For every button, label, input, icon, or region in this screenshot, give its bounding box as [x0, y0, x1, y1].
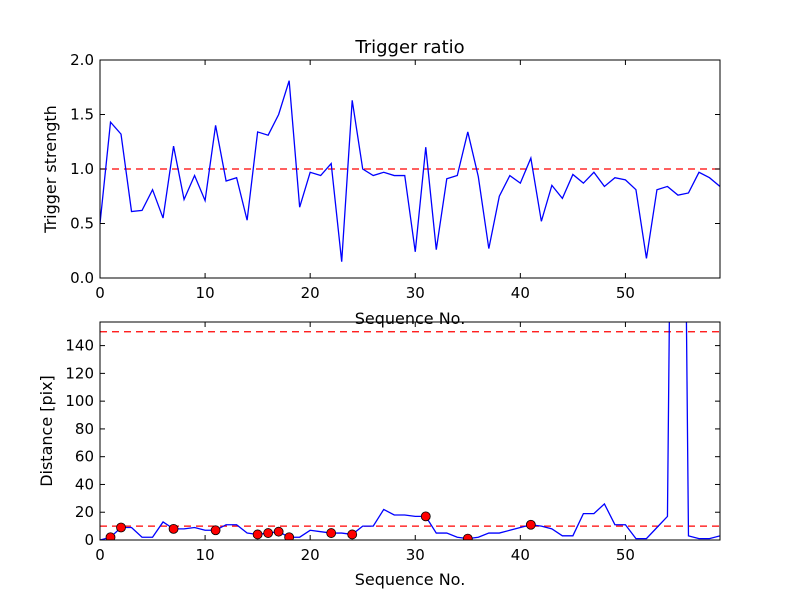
- data-point: [273, 526, 284, 537]
- trigger-ratio-plot-area: 0 10 20 30 40 50 0.0 0.5 1.0 1.5 2.0: [70, 51, 721, 302]
- data-point: [116, 522, 126, 533]
- y-tick-label: 0.5: [70, 215, 94, 233]
- data-point: [252, 529, 263, 540]
- x-tick-label: 30: [406, 546, 425, 564]
- y-axis-label: Trigger strength: [41, 105, 60, 234]
- data-point: [284, 532, 295, 540]
- data-point: [525, 519, 536, 530]
- x-tick-label: 50: [616, 284, 635, 302]
- y-tick-label: 0: [84, 531, 94, 549]
- axes-frame: [99, 59, 721, 279]
- distance-panel: 0 10 20 30 40 50 0 20 40 60 80 100 120 140 Sequence N…: [37, 321, 721, 589]
- y-tick-label: 100: [65, 392, 94, 410]
- y-tick-label: 2.0: [70, 51, 94, 69]
- data-point: [210, 525, 221, 536]
- y-tick-label: 140: [65, 337, 94, 355]
- data-point: [168, 523, 179, 534]
- y-tick-label: 80: [75, 420, 94, 438]
- x-tick-label: 40: [511, 546, 530, 564]
- x-axis-label: Sequence No.: [355, 570, 466, 589]
- trigger-ratio-panel: Trigger ratio 0 10 20 30 40 50 0.0 0.5 1.0 1.5 2.0…: [41, 37, 721, 328]
- data-point: [420, 511, 431, 522]
- x-tick-label: 50: [616, 546, 635, 564]
- data-point: [263, 528, 274, 538]
- x-tick-label: 40: [511, 284, 530, 302]
- axes-frame: [99, 321, 721, 541]
- y-tick-label: 1.5: [70, 106, 94, 124]
- data-point: [105, 532, 116, 540]
- x-axis-label: Sequence No.: [355, 309, 466, 328]
- x-tick-label: 0: [95, 284, 105, 302]
- series-line: [100, 322, 720, 540]
- data-point: [326, 528, 337, 538]
- chart-title: Trigger ratio: [354, 37, 464, 58]
- y-tick-label: 20: [75, 503, 94, 521]
- x-tick-label: 20: [301, 284, 320, 302]
- y-axis-label: Distance [pix]: [37, 375, 56, 487]
- x-tick-label: 10: [196, 546, 215, 564]
- data-point: [347, 529, 358, 540]
- y-tick-label: 120: [65, 364, 94, 382]
- x-tick-label: 10: [196, 284, 215, 302]
- x-tick-label: 30: [406, 284, 425, 302]
- x-tick-label: 0: [95, 546, 105, 564]
- distance-plot-area: 0 10 20 30 40 50 0 20 40 60 80 100 120 140: [65, 321, 721, 564]
- y-tick-label: 1.0: [70, 160, 94, 178]
- y-tick-label: 40: [75, 475, 94, 493]
- series-line: [100, 80, 720, 262]
- data-point: [462, 533, 473, 540]
- x-tick-label: 20: [301, 546, 320, 564]
- y-tick-label: 60: [75, 448, 94, 466]
- y-tick-label: 0.0: [70, 269, 94, 287]
